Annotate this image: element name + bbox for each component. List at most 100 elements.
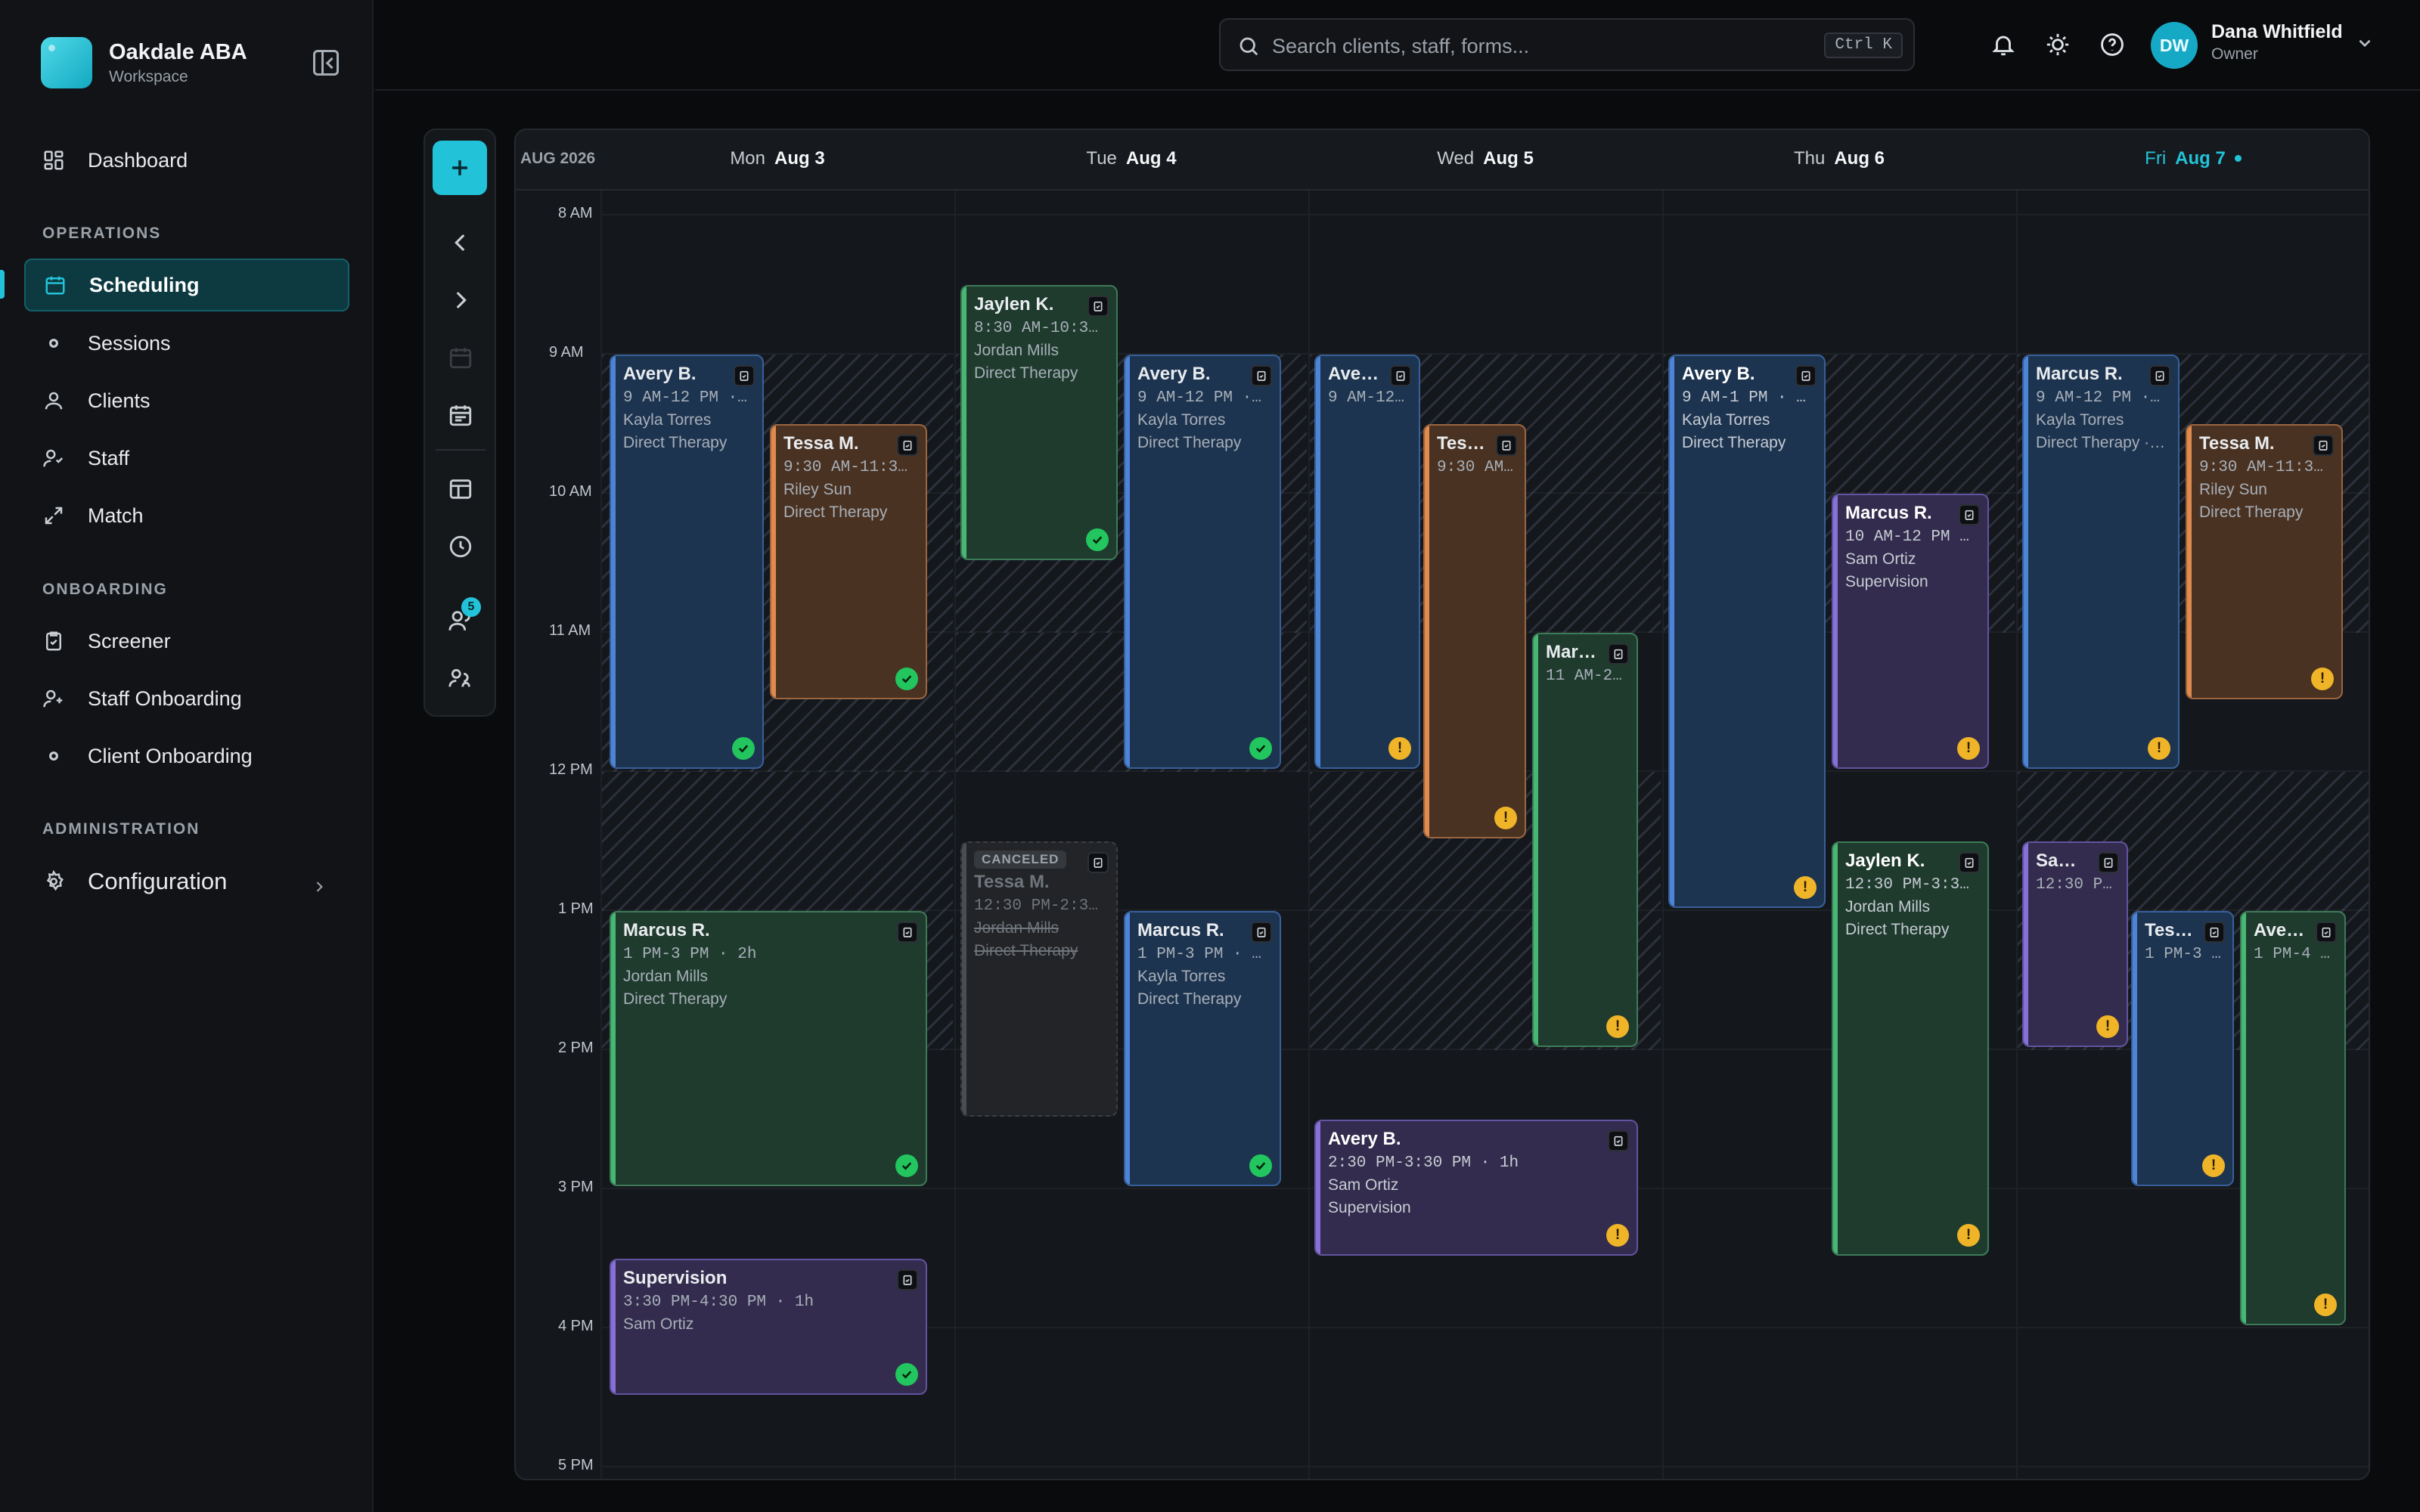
sidebar-item-screener[interactable]: Screener — [24, 615, 349, 668]
event-time: 2:30 PM-3:30 PM · 1h — [1328, 1154, 1519, 1172]
layout-icon[interactable] — [448, 476, 473, 502]
event-staff: Kayla Torres — [1137, 968, 1226, 985]
event-staff: Kayla Torres — [1137, 411, 1226, 429]
event-card[interactable]: Avery B. 9 AM-1 PM · 4h Kayla Torres Direct… — [1668, 355, 1826, 908]
hour-label: 4 PM — [558, 1318, 594, 1334]
warning-icon: ! — [1957, 737, 1980, 760]
bell-icon[interactable] — [1990, 32, 2016, 57]
chevron-down-icon[interactable] — [2355, 33, 2375, 53]
event-card[interactable]: Avery B. 9 AM-12 PM · 3h Kayla Torres Direc… — [1124, 355, 1281, 769]
session-note-icon[interactable] — [2149, 365, 2170, 386]
sidebar-item-dashboard[interactable]: Dashboard — [24, 134, 349, 187]
active-indicator — [0, 270, 5, 299]
session-note-icon[interactable] — [2204, 922, 2225, 943]
calendar-day-icon[interactable] — [448, 345, 473, 370]
sidebar-item-label: Configuration — [88, 868, 228, 894]
event-card[interactable]: Marcus R. 1 PM-3 PM · 2h Jordan Mills Direc… — [610, 911, 927, 1186]
dot-icon — [42, 745, 65, 767]
event-card[interactable]: Tessa M.9:30 AM-11:30 AM · 2hRiley SunDi… — [770, 424, 927, 699]
warning-icon: ! — [1606, 1015, 1629, 1038]
session-note-icon[interactable] — [2316, 922, 2337, 943]
day-header[interactable]: Mon Aug 3 — [600, 148, 954, 174]
sidebar-item-staff-onboarding[interactable]: Staff Onboarding — [24, 672, 349, 725]
add-event-button[interactable] — [433, 141, 487, 195]
session-note-icon[interactable] — [1251, 365, 1272, 386]
sidebar-item-match[interactable]: Match — [24, 489, 349, 542]
event-card[interactable]: Marcus R.10 AM-12 PM · 2hSam OrtizSuperv… — [1832, 494, 1989, 769]
session-note-icon[interactable] — [1390, 365, 1411, 386]
event-staff: Kayla Torres — [2036, 411, 2124, 429]
chevron-left-icon[interactable] — [448, 230, 473, 256]
day-date: Aug 6 — [1834, 148, 1885, 169]
event-card[interactable]: Marcus R. 9 AM-12 PM · 3h Kayla Torres Dire… — [2022, 355, 2180, 769]
sidebar-item-label: Scheduling — [89, 273, 200, 296]
session-note-icon[interactable] — [1251, 922, 1272, 943]
collapse-sidebar-icon[interactable] — [313, 50, 339, 76]
event-card[interactable]: Marcus R.11 AM-2 PM · 3h! — [1532, 633, 1638, 1047]
month-label: AUG 2026 — [520, 150, 596, 167]
session-note-icon[interactable] — [2098, 852, 2119, 873]
day-header[interactable]: Fri Aug 7 — [2016, 148, 2369, 174]
event-time: 9 AM-12 PM · 3h — [1137, 389, 1270, 407]
day-header[interactable]: Wed Aug 5 — [1308, 148, 1662, 174]
user-name[interactable]: Dana Whitfield — [2211, 21, 2343, 42]
brand-subtitle: Workspace — [109, 68, 188, 85]
user-settings-icon[interactable] — [448, 665, 473, 691]
day-header[interactable]: Thu Aug 6 — [1662, 148, 2016, 174]
calendar-week-icon[interactable] — [448, 402, 473, 428]
session-note-icon[interactable] — [897, 1269, 918, 1290]
event-card[interactable]: Avery B. 2:30 PM-3:30 PM · 1h Sam Ortiz Sup… — [1314, 1120, 1638, 1256]
event-staff: Riley Sun — [2199, 481, 2267, 498]
sidebar-item-scheduling[interactable]: Scheduling — [24, 259, 349, 311]
event-card[interactable]: Sam O.12:30 PM-2 PM! — [2022, 841, 2128, 1047]
help-icon[interactable] — [2099, 32, 2125, 57]
session-note-icon[interactable] — [2313, 435, 2334, 456]
session-note-icon[interactable] — [897, 435, 918, 456]
event-card[interactable]: Supervision 3:30 PM-4:30 PM · 1h Sam Ortiz — [610, 1259, 927, 1395]
sidebar-item-configuration[interactable]: Configuration — [24, 855, 349, 908]
session-note-icon[interactable] — [897, 922, 918, 943]
event-staff: Jordan Mills — [1845, 898, 1931, 916]
session-note-icon[interactable] — [1608, 643, 1629, 665]
session-note-icon[interactable] — [734, 365, 755, 386]
event-type: Direct Therapy — [783, 503, 888, 521]
event-card[interactable]: Avery B. 9 AM-12 PM · 3h Kayla Torres Direc… — [610, 355, 764, 769]
session-note-icon[interactable] — [1795, 365, 1817, 386]
session-note-icon[interactable] — [1496, 435, 1517, 456]
session-note-icon[interactable] — [1959, 504, 1980, 525]
event-card[interactable]: Tessa M.9:30 AM-12:30 PM! — [1423, 424, 1526, 838]
sidebar-item-label: Screener — [88, 629, 171, 652]
avatar[interactable]: DW — [2151, 22, 2198, 69]
day-of-week: Fri — [2145, 148, 2167, 169]
event-staff: Riley Sun — [783, 481, 852, 498]
event-card[interactable]: CANCELED Tessa M. 12:30 PM-2:30 PM · 2h Jor… — [960, 841, 1118, 1117]
sun-icon[interactable] — [2045, 32, 2071, 57]
event-card[interactable]: Avery B.1 PM-4 PM · 3h! — [2240, 911, 2346, 1325]
sidebar-item-sessions[interactable]: Sessions — [24, 317, 349, 370]
event-card[interactable]: Avery B.9 AM-12 PM · 3h! — [1314, 355, 1420, 769]
session-note-icon[interactable] — [1959, 852, 1980, 873]
event-card[interactable]: Jaylen K.12:30 PM-3:30 PM · 3hJordan Mil… — [1832, 841, 1989, 1256]
day-header[interactable]: Tue Aug 4 — [954, 148, 1308, 174]
event-type: Supervision — [1328, 1199, 1411, 1216]
event-time: 12:30 PM-2:30 PM · 2h — [974, 897, 1107, 915]
event-staff: Jordan Mills — [623, 968, 709, 985]
search-input[interactable]: Search clients, staff, forms... Ctrl K — [1219, 18, 1915, 71]
chevron-right-icon[interactable] — [448, 287, 473, 313]
session-note-icon[interactable] — [1608, 1130, 1629, 1151]
event-card[interactable]: Marcus R. 1 PM-3 PM · 2h Kayla Torres Direc… — [1124, 911, 1281, 1186]
sidebar-item-clients[interactable]: Clients — [24, 374, 349, 427]
clock-icon[interactable] — [448, 534, 473, 559]
session-note-icon[interactable] — [1087, 296, 1109, 317]
event-card[interactable]: Tessa M.9:30 AM-11:30 AM · 2hRiley SunDi… — [2186, 424, 2343, 699]
sidebar-item-client-onboarding[interactable]: Client Onboarding — [24, 730, 349, 782]
warning-icon: ! — [1794, 876, 1817, 899]
warning-icon: ! — [2096, 1015, 2119, 1038]
sidebar-item-staff[interactable]: Staff — [24, 432, 349, 485]
event-time: 1 PM-3 PM · 2h — [623, 946, 757, 963]
event-card[interactable]: Tessa M. 1 PM-3 PM! — [2131, 911, 2234, 1186]
event-time: 9 AM-12 PM · 3h — [2036, 389, 2169, 407]
session-note-icon[interactable] — [1087, 852, 1109, 873]
event-time: 9 AM-12 PM · 3h — [1328, 389, 1410, 407]
